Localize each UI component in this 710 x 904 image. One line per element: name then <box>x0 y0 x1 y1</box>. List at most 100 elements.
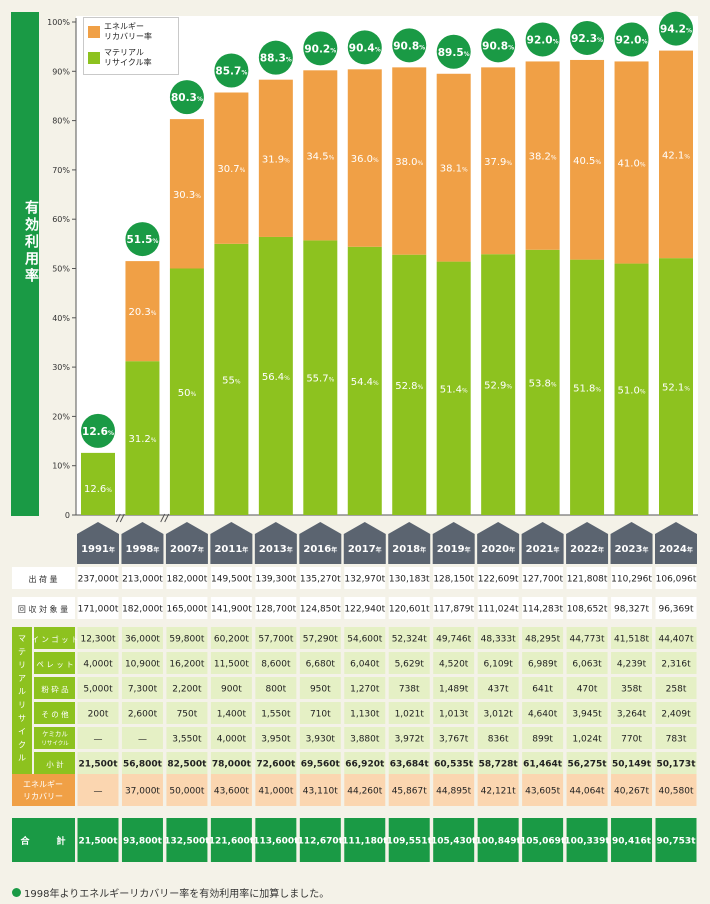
table-row-value: 165,000t <box>167 605 208 615</box>
material-row-value: 61,464t <box>523 760 563 770</box>
material-row-value: 69,560t <box>301 760 341 770</box>
material-row-cell <box>121 627 163 649</box>
material-row-cell <box>344 727 386 749</box>
bar-energy-recovery <box>392 67 427 255</box>
data-label-unit: % <box>329 377 335 384</box>
bar-material-recycle <box>214 243 249 515</box>
data-label-unit: % <box>286 57 292 64</box>
total-row-value: 90,753t <box>656 837 696 847</box>
energy-row-cell <box>388 774 430 806</box>
material-row-cell <box>299 627 341 649</box>
total-row-value: 100,339t <box>564 837 610 847</box>
table-row-value: 111,024t <box>478 605 519 615</box>
y-tick-label: 20% <box>52 412 70 421</box>
material-row-value: 6,040t <box>350 660 380 670</box>
total-badge <box>81 413 115 448</box>
table-row-cell <box>121 567 163 589</box>
data-label-material: 52.1% <box>662 383 690 394</box>
material-row-value: 800t <box>265 685 286 695</box>
footnote: 1998年よりエネルギーリカバリー率を有効利用率に加算しました。 <box>12 885 329 900</box>
bar-energy-recovery <box>125 261 160 362</box>
x-tick-label: 1998年 <box>126 544 160 555</box>
data-label-energy: 38.2% <box>529 152 557 163</box>
data-label-unit: % <box>195 193 201 200</box>
year-header <box>521 522 564 564</box>
table-row-cell <box>255 567 297 589</box>
table-row-value: 128,150t <box>433 575 474 585</box>
x-tick-unit: 年 <box>642 546 648 554</box>
material-row-value: 3,945t <box>572 710 602 720</box>
total-row-label: 合 計 <box>20 835 65 847</box>
material-row-cell <box>166 752 208 774</box>
table-row-value: 237,000t <box>78 575 119 585</box>
data-label-unit: % <box>329 154 335 161</box>
material-row-cell <box>477 627 519 649</box>
x-tick-unit: 年 <box>465 546 471 554</box>
group-label-char: リ <box>18 661 26 670</box>
material-row-cell <box>433 652 475 674</box>
x-tick-label: 2018年 <box>392 544 426 555</box>
material-row-value: 2,409t <box>661 710 691 720</box>
material-row-value: 836t <box>488 735 509 745</box>
energy-row-value: 45,867t <box>392 787 427 797</box>
axis-break-mark <box>160 513 170 523</box>
material-row-cell <box>522 652 564 674</box>
material-row-label-cell <box>34 652 75 674</box>
material-row-value: 1,024t <box>572 735 602 745</box>
total-row-value: 21,500t <box>78 837 118 847</box>
data-label-energy: 31.9% <box>262 154 290 165</box>
data-label-material: 31.2% <box>128 434 156 445</box>
x-tick-label: 1991年 <box>81 544 115 555</box>
data-label-unit: % <box>373 380 379 387</box>
data-label-unit: % <box>595 386 601 393</box>
material-row-cell <box>388 752 430 774</box>
bar-energy-recovery <box>436 73 471 262</box>
data-label-unit: % <box>151 310 157 317</box>
axis-break-mark <box>115 513 125 523</box>
material-row-cell <box>299 677 341 699</box>
material-row-cell <box>77 677 119 699</box>
data-label-unit: % <box>640 388 646 395</box>
data-label-material: 56.4% <box>262 372 290 383</box>
table-row-value: 120,601t <box>389 605 430 615</box>
material-row-value: 44,407t <box>658 635 693 645</box>
data-label-unit: % <box>284 157 290 164</box>
material-row-value: 3,550t <box>172 735 202 745</box>
material-row-value: 1,550t <box>261 710 291 720</box>
table-row-cell <box>388 597 430 619</box>
data-label-unit: % <box>595 159 601 166</box>
total-row-cell <box>121 818 163 862</box>
material-row-value: 10,900t <box>125 660 160 670</box>
material-row-value: 50,149t <box>612 760 652 770</box>
bar-energy-recovery <box>570 59 605 260</box>
energy-row-label: エネルギー <box>23 780 63 789</box>
table-row-value: 121,808t <box>567 575 608 585</box>
material-row-value: 899t <box>532 735 553 745</box>
material-row-value: 72,600t <box>256 760 296 770</box>
data-label-unit: % <box>241 69 247 76</box>
material-row-value: 3,767t <box>439 735 469 745</box>
total-row-cell <box>210 818 252 862</box>
bar-energy-recovery <box>525 61 560 250</box>
y-tick-label: 80% <box>52 117 70 126</box>
row-label-cell <box>12 567 75 589</box>
total-label: 88.3% <box>260 53 292 65</box>
table-row-value: 182,000t <box>122 605 163 615</box>
total-row-value: 121,600t <box>209 837 255 847</box>
material-row-cell <box>210 752 252 774</box>
material-row-value: 12,300t <box>80 635 115 645</box>
data-label-unit: % <box>106 487 112 494</box>
year-header <box>655 522 697 564</box>
x-tick-label: 2013年 <box>259 544 293 555</box>
material-row-cell <box>344 627 386 649</box>
energy-row-cell <box>77 774 119 806</box>
x-tick-label: 2017年 <box>348 544 382 555</box>
material-row-cell <box>566 677 608 699</box>
material-row-value: 200t <box>88 710 109 720</box>
material-row-cell <box>388 727 430 749</box>
material-row-value: 783t <box>666 735 687 745</box>
material-row-cell <box>611 752 653 774</box>
table-row-value: 96,369t <box>658 605 693 615</box>
table-row-cell <box>166 597 208 619</box>
